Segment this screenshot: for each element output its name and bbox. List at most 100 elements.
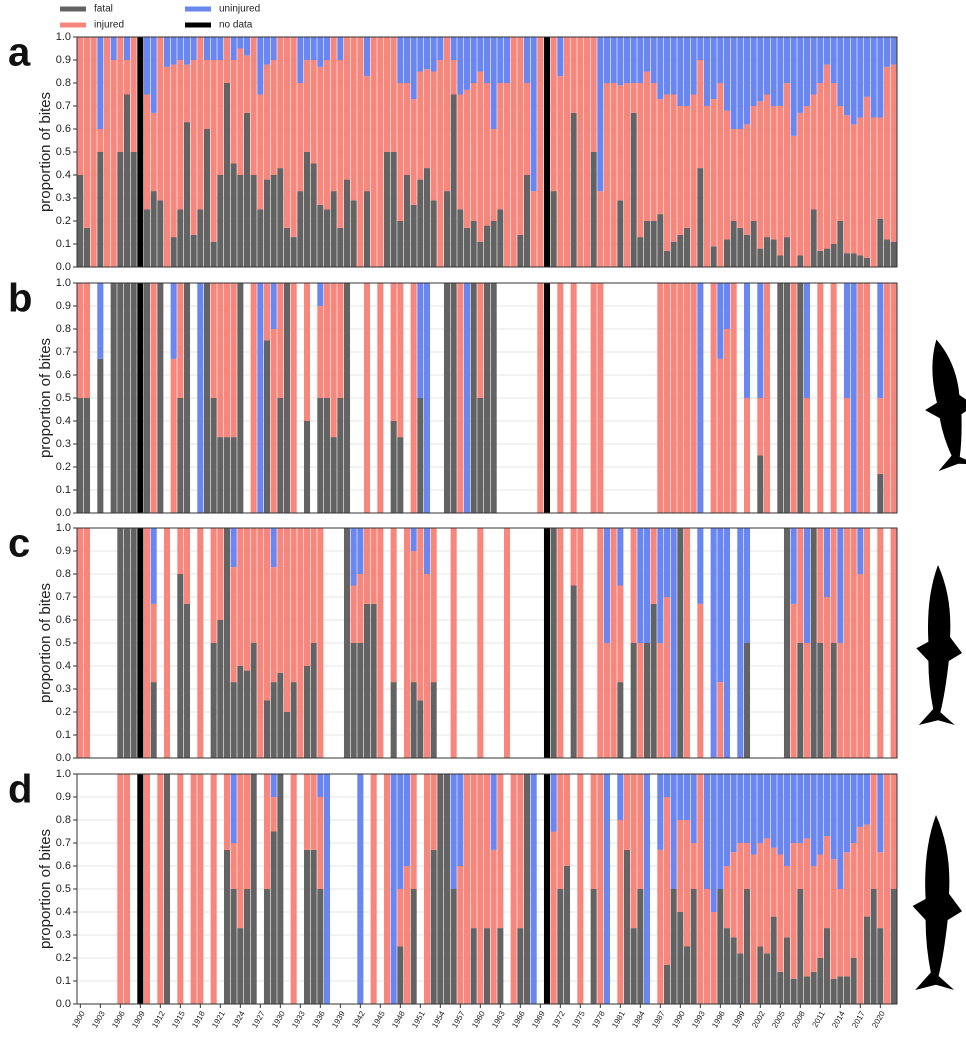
bar-segment bbox=[683, 227, 691, 267]
bar-segment bbox=[130, 283, 137, 513]
bar-segment bbox=[143, 283, 151, 513]
bar-segment bbox=[577, 37, 584, 267]
bar-segment bbox=[237, 283, 244, 513]
bar-segment bbox=[317, 528, 324, 758]
bar-segment bbox=[377, 528, 384, 758]
bar-segment bbox=[610, 528, 617, 758]
bar-segment bbox=[730, 852, 737, 938]
bar-segment bbox=[130, 37, 137, 152]
bar-segment bbox=[177, 37, 184, 60]
bar-segment bbox=[857, 574, 864, 758]
bar-segment bbox=[803, 774, 811, 839]
x-tick-label: 1933 bbox=[290, 1009, 307, 1029]
bar-segment bbox=[430, 682, 437, 758]
bar-segment bbox=[650, 603, 657, 758]
bar-segment bbox=[470, 283, 477, 513]
bar-segment bbox=[123, 528, 131, 758]
bar-segment bbox=[723, 329, 731, 513]
bar-segment bbox=[503, 528, 511, 758]
bar-segment bbox=[137, 528, 144, 758]
bar-segment bbox=[797, 255, 804, 267]
bar-segment bbox=[817, 283, 824, 513]
bar-segment bbox=[637, 83, 644, 238]
bar-segment bbox=[237, 48, 244, 175]
bar-segment bbox=[303, 152, 311, 267]
bar-segment bbox=[410, 99, 417, 205]
bar-segment bbox=[217, 60, 224, 175]
bar-segment bbox=[590, 37, 597, 152]
bar-segment bbox=[163, 66, 171, 268]
bar-segment bbox=[470, 37, 477, 83]
bar-segment bbox=[843, 528, 851, 758]
y-tick-label: 0.7 bbox=[56, 837, 71, 849]
x-tick-label: 2005 bbox=[770, 1009, 787, 1029]
bar-segment bbox=[417, 37, 424, 72]
bar-segment bbox=[630, 83, 637, 113]
bar-segment bbox=[423, 774, 431, 1004]
bar-segment bbox=[243, 670, 251, 758]
bar-segment bbox=[450, 37, 457, 60]
bar-segment bbox=[823, 528, 831, 597]
bar-segment bbox=[123, 774, 131, 1004]
bar-segment bbox=[290, 37, 297, 238]
bar-segment bbox=[677, 37, 684, 106]
bar-segment bbox=[737, 953, 744, 1004]
bar-segment bbox=[617, 200, 624, 267]
bar-segment bbox=[210, 241, 217, 267]
bar-segment bbox=[363, 76, 371, 192]
bar-segment bbox=[677, 106, 684, 235]
bar-segment bbox=[770, 37, 777, 106]
bar-segment bbox=[643, 71, 651, 221]
bar-segment bbox=[830, 978, 837, 1004]
bar-segment bbox=[643, 221, 651, 267]
bar-segment bbox=[743, 643, 751, 758]
bar-segment bbox=[850, 774, 857, 843]
bar-segment bbox=[797, 112, 804, 256]
bar-segment bbox=[877, 473, 884, 513]
bar-segment bbox=[710, 37, 717, 100]
bar-segment bbox=[883, 774, 891, 1004]
bar-segment bbox=[883, 239, 891, 267]
bar-segment bbox=[323, 209, 331, 267]
bar-segment bbox=[857, 37, 864, 118]
bar-segment bbox=[883, 66, 891, 240]
bar-segment bbox=[270, 37, 277, 60]
bar-segment bbox=[270, 797, 277, 832]
bar-segment bbox=[890, 64, 897, 242]
bar-segment bbox=[850, 843, 857, 958]
y-tick-label: 0.3 bbox=[56, 438, 71, 450]
y-tick-label: 0.4 bbox=[56, 660, 71, 672]
bar-segment bbox=[690, 843, 697, 889]
bar-segment bbox=[363, 191, 371, 267]
bar-segment bbox=[690, 889, 697, 1004]
bar-segment bbox=[843, 398, 851, 513]
bar-segment bbox=[797, 774, 804, 843]
bar-segment bbox=[697, 283, 704, 513]
bar-segment bbox=[797, 283, 804, 513]
bar-segment bbox=[383, 774, 391, 1004]
bar-segment bbox=[263, 179, 271, 267]
bar-segment bbox=[630, 928, 637, 1004]
bar-segment bbox=[637, 528, 644, 643]
bar-segment bbox=[177, 283, 184, 398]
bar-segment bbox=[743, 398, 751, 513]
bar-segment bbox=[870, 889, 877, 1004]
bar-segment bbox=[303, 849, 311, 1004]
bar-segment bbox=[290, 237, 297, 267]
bar-segment bbox=[230, 163, 237, 267]
bar-segment bbox=[463, 37, 471, 90]
bar-segment bbox=[190, 774, 197, 1004]
bar-segment bbox=[683, 820, 691, 947]
bar-segment bbox=[803, 398, 811, 513]
y-tick-label: 0.0 bbox=[56, 507, 71, 519]
bar-segment bbox=[823, 928, 831, 1004]
bar-segment bbox=[390, 283, 397, 421]
bar-segment bbox=[743, 774, 751, 843]
y-tick-label: 0.1 bbox=[56, 238, 71, 250]
bar-segment bbox=[243, 37, 251, 56]
bar-segment bbox=[230, 774, 237, 843]
bar-segment bbox=[317, 283, 324, 306]
bar-segment bbox=[77, 528, 84, 758]
bar-segment bbox=[303, 37, 311, 60]
